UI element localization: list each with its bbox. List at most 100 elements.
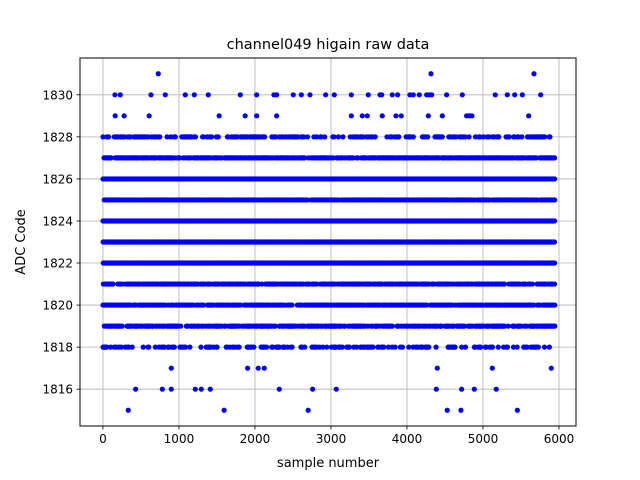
data-point	[205, 92, 211, 98]
data-point	[172, 134, 178, 140]
data-point	[541, 344, 548, 350]
data-point	[125, 407, 131, 413]
data-point	[182, 344, 189, 350]
data-point	[146, 113, 152, 119]
data-point	[552, 323, 558, 329]
data-point	[119, 323, 125, 329]
data-point	[221, 407, 227, 413]
data-point	[339, 344, 345, 350]
data-point	[370, 344, 376, 350]
data-point	[364, 113, 370, 119]
data-point	[526, 113, 532, 119]
data-point	[244, 365, 251, 371]
data-point	[121, 113, 127, 119]
x-axis-label: sample number	[277, 456, 380, 471]
chart-title: channel049 higain raw data	[227, 37, 430, 53]
data-point	[298, 92, 304, 98]
data-point	[198, 344, 204, 350]
data-point	[398, 113, 404, 119]
y-tick-label: 1818	[42, 341, 73, 355]
data-point	[551, 260, 558, 266]
x-tick-label: 6000	[544, 432, 575, 446]
data-point	[535, 344, 541, 350]
data-point	[294, 134, 301, 140]
data-point	[274, 92, 280, 98]
data-points	[100, 71, 558, 413]
data-point	[512, 92, 518, 98]
data-point	[276, 386, 282, 392]
data-point	[433, 344, 439, 350]
data-point	[305, 407, 311, 413]
data-point	[112, 113, 118, 119]
data-point	[452, 344, 458, 350]
data-point	[324, 344, 330, 350]
data-point	[118, 344, 124, 350]
data-point	[302, 155, 308, 161]
data-point	[519, 134, 525, 140]
data-point	[469, 113, 475, 119]
data-point	[360, 134, 366, 140]
data-point	[461, 323, 467, 329]
data-point	[389, 92, 395, 98]
data-point	[307, 92, 313, 98]
data-point	[489, 344, 496, 350]
data-point	[261, 365, 267, 371]
y-tick-label: 1830	[42, 88, 73, 102]
data-point	[531, 71, 537, 77]
data-point	[444, 407, 450, 413]
data-point	[493, 386, 499, 392]
data-point	[381, 344, 387, 350]
data-point	[410, 134, 416, 140]
data-point	[393, 113, 399, 119]
x-tick-label: 5000	[468, 432, 499, 446]
data-point	[108, 155, 114, 161]
data-point	[548, 365, 554, 371]
data-point	[200, 134, 207, 140]
data-point	[524, 344, 530, 350]
data-point	[214, 344, 220, 350]
data-point	[483, 344, 489, 350]
data-point	[178, 323, 184, 329]
data-point	[551, 239, 558, 245]
x-tick-label: 1000	[164, 432, 195, 446]
data-point	[424, 302, 430, 308]
x-tick-label: 3000	[316, 432, 347, 446]
data-point	[492, 92, 498, 98]
data-point	[310, 386, 316, 392]
data-point	[501, 281, 508, 287]
data-point	[462, 134, 468, 140]
data-point	[552, 302, 558, 308]
data-point	[379, 92, 385, 98]
data-point	[290, 92, 296, 98]
data-point	[353, 344, 360, 350]
data-point	[331, 134, 337, 140]
data-point	[127, 134, 134, 140]
data-point	[187, 344, 193, 350]
data-point	[301, 134, 307, 140]
data-point	[531, 302, 537, 308]
data-point	[359, 113, 365, 119]
data-point	[433, 386, 439, 392]
data-point	[273, 134, 279, 140]
data-point	[486, 134, 492, 140]
data-point	[333, 386, 339, 392]
data-point	[164, 134, 170, 140]
data-point	[145, 134, 151, 140]
data-point	[152, 344, 158, 350]
data-point	[318, 134, 324, 140]
data-point	[348, 113, 354, 119]
data-point	[519, 92, 525, 98]
data-point	[429, 92, 435, 98]
data-point	[168, 386, 174, 392]
data-point	[542, 134, 548, 140]
data-point	[438, 323, 444, 329]
data-point	[410, 92, 416, 98]
x-tick-label: 2000	[240, 432, 271, 446]
data-point	[504, 92, 510, 98]
axes-frame	[79, 57, 577, 427]
data-point	[504, 344, 511, 350]
data-point	[262, 134, 268, 140]
data-point	[192, 134, 199, 140]
data-point	[396, 134, 402, 140]
